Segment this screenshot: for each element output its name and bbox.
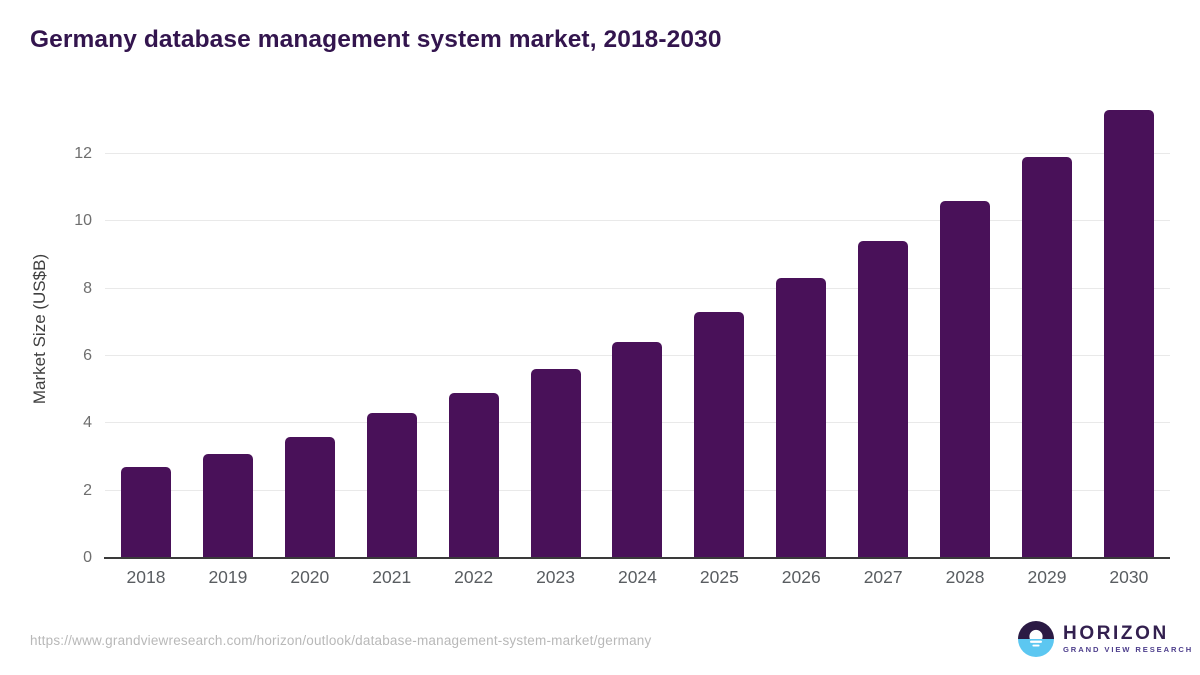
sunset-circle-icon — [1018, 621, 1054, 657]
x-tick-2019: 2019 — [208, 567, 248, 587]
y-tick-6: 6 — [83, 346, 92, 364]
gridline-12 — [105, 152, 1170, 154]
x-axis-line — [104, 557, 1170, 559]
bar-2018[interactable] — [121, 467, 171, 558]
x-axis-tick-labels: 2018 2019 2020 2021 2022 2023 2024 2025 2026 2027… — [105, 567, 1170, 588]
y-tick-2: 2 — [83, 481, 92, 499]
chart-title: Germany database management system marke… — [30, 26, 722, 53]
bar-2020[interactable] — [284, 437, 335, 558]
bar-2025[interactable] — [694, 312, 745, 558]
x-tick-2022: 2022 — [454, 567, 494, 587]
x-tick-2020: 2020 — [290, 567, 330, 587]
x-tick-2030: 2030 — [1109, 567, 1149, 587]
logo-brand: HORIZON — [1063, 623, 1169, 645]
bar-2023[interactable] — [530, 369, 581, 558]
horizon-logo: HORIZON GRAND VIEW RESEARCH — [1018, 621, 1193, 657]
x-tick-2026: 2026 — [781, 567, 821, 587]
logo-text-block: HORIZON GRAND VIEW RESEARCH — [1063, 624, 1193, 654]
x-tick-2029: 2029 — [1027, 567, 1067, 587]
y-axis-tick-labels: 0 2 4 6 8 10 12 — [0, 100, 92, 565]
x-tick-2018: 2018 — [126, 567, 166, 587]
bar-2026[interactable] — [776, 278, 827, 558]
y-tick-8: 8 — [83, 279, 92, 297]
bar-2021[interactable] — [366, 413, 417, 558]
bar-2029[interactable] — [1021, 157, 1072, 558]
bar-series — [105, 100, 1170, 558]
bar-2024[interactable] — [612, 342, 663, 558]
logo-subtitle: GRAND VIEW RESEARCH — [1063, 645, 1194, 655]
bar-2022[interactable] — [448, 393, 499, 558]
y-tick-12: 12 — [74, 144, 92, 162]
x-tick-2028: 2028 — [945, 567, 985, 587]
bar-2027[interactable] — [858, 241, 909, 558]
bar-2030[interactable] — [1103, 110, 1154, 558]
x-tick-2021: 2021 — [372, 567, 412, 587]
y-tick-4: 4 — [83, 414, 92, 432]
gridline-10 — [105, 220, 1170, 222]
x-tick-2024: 2024 — [617, 567, 657, 587]
x-tick-2025: 2025 — [699, 567, 739, 587]
source-url: https://www.grandviewresearch.com/horizo… — [30, 633, 652, 648]
gridline-8 — [105, 287, 1170, 289]
bar-2019[interactable] — [202, 454, 253, 558]
x-tick-2023: 2023 — [536, 567, 575, 587]
x-tick-2027: 2027 — [863, 567, 903, 587]
bar-2028[interactable] — [940, 201, 991, 558]
y-tick-10: 10 — [74, 212, 92, 230]
y-tick-0: 0 — [83, 549, 92, 566]
plot-area — [104, 100, 1170, 559]
